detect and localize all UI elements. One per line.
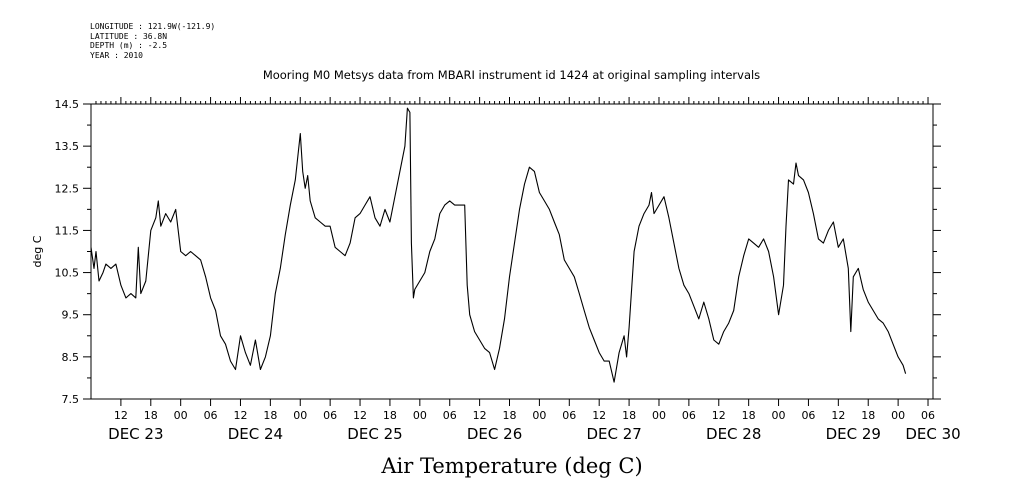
x-day-label: DEC 27 (586, 425, 641, 443)
year-label: YEAR : 2010 (90, 50, 143, 60)
x-hour-label: 12 (831, 409, 845, 422)
y-tick-label: 8.5 (62, 351, 80, 364)
x-axis-title: Air Temperature (deg C) (381, 454, 643, 478)
y-tick-label: 11.5 (55, 224, 80, 237)
x-hour-label: 00 (413, 409, 427, 422)
x-hour-label: 12 (712, 409, 726, 422)
y-tick-label: 12.5 (55, 182, 80, 195)
air-temperature-series-line (90, 107, 907, 383)
x-hour-label: 00 (772, 409, 786, 422)
station-metadata: LONGITUDE : 121.9W(-121.9) LATITUDE : 36… (90, 22, 215, 60)
x-hour-label: 00 (891, 409, 905, 422)
y-tick-label: 9.5 (62, 309, 80, 322)
longitude-label: LONGITUDE : 121.9W(-121.9) (90, 22, 216, 31)
y-tick-label: 14.5 (55, 98, 80, 111)
chart-title: Mooring M0 Metsys data from MBARI instru… (262, 68, 761, 82)
x-hour-label: 06 (443, 409, 457, 422)
x-hour-label: 00 (293, 409, 307, 422)
x-hour-label: 00 (652, 409, 666, 422)
x-hour-label: 06 (204, 409, 218, 422)
x-hour-label: 18 (263, 409, 277, 422)
latitude-label: LATITUDE : 36.8N (90, 31, 168, 41)
y-axis-title: deg C (31, 235, 44, 267)
x-hour-label: 18 (383, 409, 397, 422)
x-hour-label: 12 (473, 409, 487, 422)
x-day-label: DEC 28 (706, 425, 761, 443)
x-day-label: DEC 23 (108, 425, 163, 443)
x-hour-label: 12 (114, 409, 128, 422)
x-hour-label: 12 (233, 409, 247, 422)
x-hour-label: 00 (532, 409, 546, 422)
y-tick-label: 7.5 (62, 393, 80, 406)
x-hour-label: 06 (921, 409, 935, 422)
x-hour-label: 18 (861, 409, 875, 422)
y-tick-label: 13.5 (55, 140, 80, 153)
x-hour-label: 12 (353, 409, 367, 422)
x-hour-label: 06 (323, 409, 337, 422)
x-hour-label: 06 (562, 409, 576, 422)
x-day-label: DEC 25 (347, 425, 402, 443)
x-hour-label: 18 (622, 409, 636, 422)
depth-label: DEPTH (m) : -2.5 (90, 41, 168, 50)
x-day-label: DEC 24 (228, 425, 283, 443)
x-hour-label: 06 (801, 409, 815, 422)
x-hour-label: 00 (174, 409, 188, 422)
x-hour-label: 06 (682, 409, 696, 422)
x-day-label: DEC 26 (467, 425, 522, 443)
x-hour-label: 18 (503, 409, 517, 422)
x-hour-label: 12 (592, 409, 606, 422)
x-hour-label: 18 (742, 409, 756, 422)
y-tick-label: 10.5 (55, 267, 80, 280)
x-hour-label: 18 (144, 409, 158, 422)
x-day-label: DEC 29 (826, 425, 881, 443)
x-day-label: DEC 30 (905, 425, 960, 443)
plot-frame (90, 103, 934, 400)
